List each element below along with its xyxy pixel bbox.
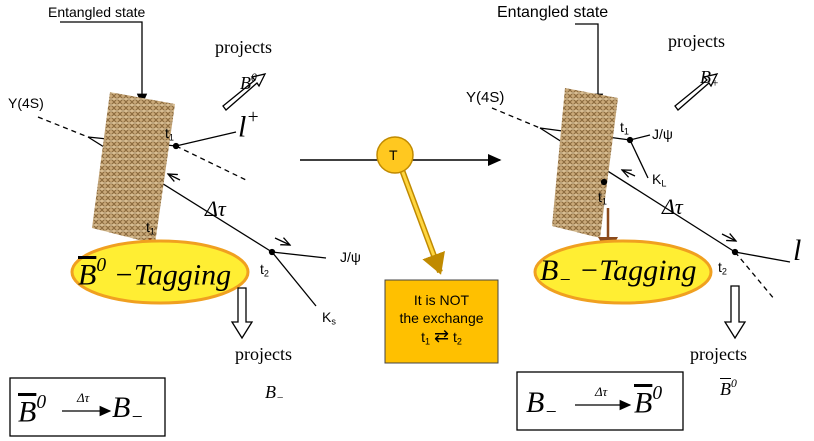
formula: Δτ [595, 384, 608, 399]
note-line: the exchange [399, 310, 484, 326]
particle: B− [265, 382, 284, 405]
vertex [600, 178, 608, 186]
formula: Δτ [77, 390, 90, 405]
arrow [622, 170, 636, 176]
badge [376, 136, 414, 174]
tag-ellipse [70, 239, 250, 305]
particle: J/ψ [652, 126, 673, 142]
hollow-arrow [723, 285, 747, 340]
arrow [400, 169, 445, 275]
arrow [274, 238, 290, 245]
formula: B0 [634, 383, 663, 420]
vertex [731, 248, 739, 256]
hollow-arrow [222, 73, 267, 111]
left-scene [9, 21, 327, 437]
label: t2 [718, 259, 727, 277]
particle: l+ [238, 107, 260, 144]
track [175, 145, 247, 181]
particle: B+ [700, 67, 719, 90]
note-box [384, 279, 499, 364]
label: Δτ [205, 196, 226, 221]
label: projects [215, 37, 272, 57]
track [734, 251, 791, 263]
label: Δτ [662, 194, 683, 219]
label: Entangled state [48, 4, 146, 20]
tag-ellipse [533, 239, 713, 305]
particle: J/ψ [340, 249, 361, 265]
arrow [721, 234, 736, 241]
note-line: It is NOT [413, 292, 470, 308]
badge-label: T [389, 147, 398, 163]
tagging: B0 −Tagging [78, 255, 232, 292]
label: t1 [598, 189, 607, 207]
right-scene [491, 23, 791, 431]
label: Y(4S) [8, 95, 44, 111]
label: projects [690, 344, 747, 364]
formula: B0 [18, 392, 47, 429]
pointer [575, 23, 604, 106]
label: projects [235, 344, 292, 364]
label: t1 [146, 219, 155, 237]
pointer [60, 21, 148, 106]
hollow-arrow [674, 73, 719, 111]
note-line: t1 ⇄ t2 [421, 326, 462, 347]
particle: B0 [720, 377, 737, 400]
vertex [268, 248, 276, 256]
entangled-block [92, 92, 175, 244]
arrow [168, 174, 181, 180]
track [734, 251, 776, 301]
vertex [626, 136, 634, 144]
particle: Ks [322, 309, 336, 327]
track [629, 139, 649, 179]
entangled-block [552, 88, 618, 238]
vertex [172, 142, 180, 150]
note: It is NOT the exchange t1 ⇄ t2 [385, 283, 498, 351]
beam [37, 116, 89, 138]
label: t1 [620, 119, 629, 137]
center-scene [300, 136, 502, 364]
tagging: B− −Tagging [540, 254, 697, 291]
label: Entangled state [497, 4, 609, 21]
track [271, 251, 327, 259]
formula: B− [526, 386, 558, 423]
track [271, 251, 317, 307]
label: t1 [165, 125, 174, 143]
label: Y(4S) [466, 89, 505, 106]
label: projects [668, 31, 725, 51]
formula-box [9, 377, 166, 437]
formula: B− [112, 391, 144, 428]
particle: B0 [240, 71, 257, 94]
label: t2 [260, 261, 269, 279]
hollow-arrow [230, 287, 254, 340]
particle: KL [652, 171, 667, 189]
formula-box [516, 371, 684, 431]
particle: l [793, 234, 802, 267]
beam [491, 107, 541, 129]
